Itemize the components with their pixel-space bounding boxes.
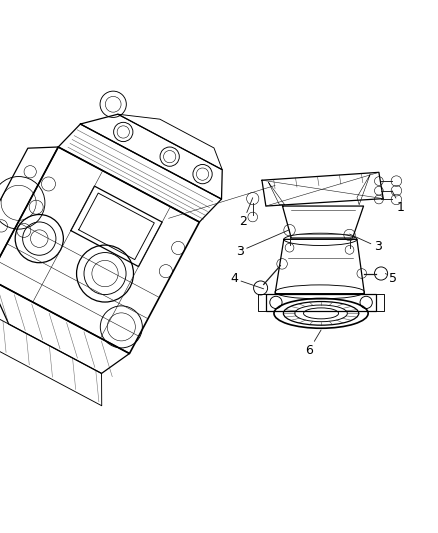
Text: 3: 3: [350, 234, 381, 253]
Text: 2: 2: [239, 198, 253, 228]
Text: 4: 4: [230, 272, 264, 289]
Text: 3: 3: [236, 230, 290, 257]
Text: 1: 1: [392, 191, 405, 214]
Text: 6: 6: [305, 330, 321, 357]
Text: 5: 5: [385, 272, 397, 285]
